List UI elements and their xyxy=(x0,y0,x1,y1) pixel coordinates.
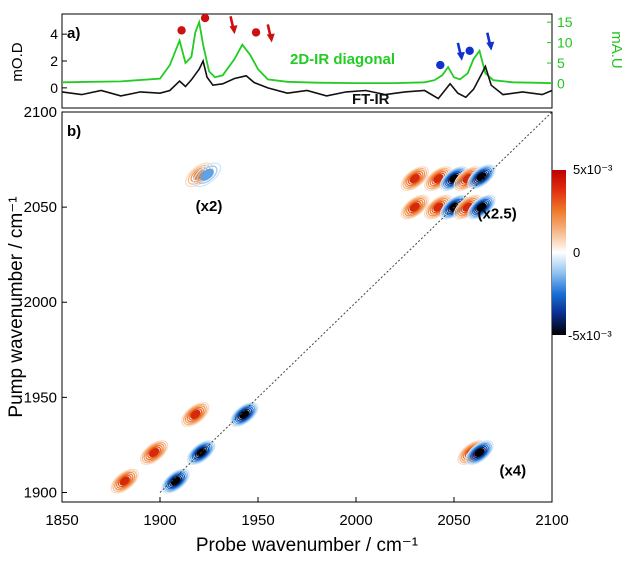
scale-labels: (x2) (x2.5) (x4) xyxy=(196,198,526,479)
marker-dot xyxy=(465,46,474,55)
left-tick-label: 0 xyxy=(50,80,58,96)
x-tick-label: 1900 xyxy=(143,512,176,529)
annotation-2d-ir-diagonal: 2D-IR diagonal xyxy=(290,51,395,68)
y-tick-label: 1900 xyxy=(24,484,57,501)
peak-positive xyxy=(110,468,139,494)
marker-arrow xyxy=(229,16,238,35)
marker-arrow xyxy=(456,42,465,61)
peak-negative xyxy=(230,402,259,427)
peak-positive xyxy=(181,402,210,427)
peak-negative xyxy=(467,164,496,189)
panel-a-lines xyxy=(62,18,552,100)
marker-arrow xyxy=(266,24,275,43)
panel-a-label: a) xyxy=(67,25,80,42)
left-tick-label: 2 xyxy=(50,53,58,69)
peak-negative xyxy=(161,468,190,494)
colorbar: 5x10⁻³ 0 -5x10⁻³ xyxy=(552,162,613,343)
peak-negative xyxy=(187,440,216,465)
peak-positive xyxy=(400,166,429,191)
x-tick-label: 1850 xyxy=(45,512,78,529)
scale-label: (x2.5) xyxy=(478,206,517,223)
y-tick-label: 2100 xyxy=(24,104,57,121)
panel-a-left-axis-label: mO.D xyxy=(9,42,26,81)
marker-dot xyxy=(251,28,261,37)
peak-positive xyxy=(400,194,429,220)
x-tick-label: 1950 xyxy=(241,512,274,529)
x-tick-label: 2000 xyxy=(339,512,372,529)
colorbar-strip xyxy=(552,170,566,335)
colorbar-max-label: 5x10⁻³ xyxy=(573,162,613,177)
y-tick-label: 2050 xyxy=(24,199,57,216)
scale-label: (x4) xyxy=(499,462,526,479)
right-tick-label: 5 xyxy=(557,55,565,71)
colorbar-mid-label: 0 xyxy=(573,245,580,260)
marker-dot xyxy=(436,60,445,70)
peak-negative xyxy=(467,194,496,220)
y-tick-label: 1950 xyxy=(24,389,57,406)
peak-negative xyxy=(465,440,494,465)
right-tick-label: 0 xyxy=(557,75,565,91)
panel-a-markers xyxy=(177,13,495,70)
x-tick-label: 2100 xyxy=(535,512,568,529)
x-axis-label: Probe wavenumber / cm⁻¹ xyxy=(196,535,418,556)
marker-arrow xyxy=(486,32,495,51)
x-tick-label: 2050 xyxy=(437,512,470,529)
annotation-ft-ir: FT-IR xyxy=(352,91,390,108)
y-tick-label: 2000 xyxy=(24,294,57,311)
colorbar-min-label: -5x10⁻³ xyxy=(568,328,612,343)
left-tick-label: 4 xyxy=(50,26,58,42)
panel-a-left-ticks: 0 2 4 xyxy=(50,26,67,96)
peak-negative xyxy=(192,162,222,188)
panel-b-label: b) xyxy=(67,123,81,140)
panel-b-peaks xyxy=(110,162,496,494)
marker-dot xyxy=(177,26,186,35)
series-ft-ir xyxy=(62,58,552,100)
panel-b: b) 1850 1900 1950 2000 2050 2100 1900 1950 2000… xyxy=(6,104,569,556)
marker-dot xyxy=(200,13,210,23)
panel-a: a) mO.D mA.U 0 2 4 0 5 10 15 2D-IR diagonal F… xyxy=(9,13,625,109)
panel-a-right-ticks: 0 5 10 15 xyxy=(547,14,573,91)
panel-b-xticks: 1850 1900 1950 2000 2050 2100 xyxy=(45,497,569,529)
peak-positive xyxy=(139,440,169,465)
panel-a-right-axis-label: mA.U xyxy=(608,31,625,69)
series-2d-ir-diagonal xyxy=(62,18,552,84)
y-axis-label: Pump wavenumber / cm⁻¹ xyxy=(6,196,27,417)
panel-b-yticks: 1900 1950 2000 2050 2100 xyxy=(24,104,67,501)
right-tick-label: 10 xyxy=(557,35,573,51)
scale-label: (x2) xyxy=(196,198,223,215)
right-tick-label: 15 xyxy=(557,14,573,30)
diagonal-line xyxy=(159,111,553,493)
